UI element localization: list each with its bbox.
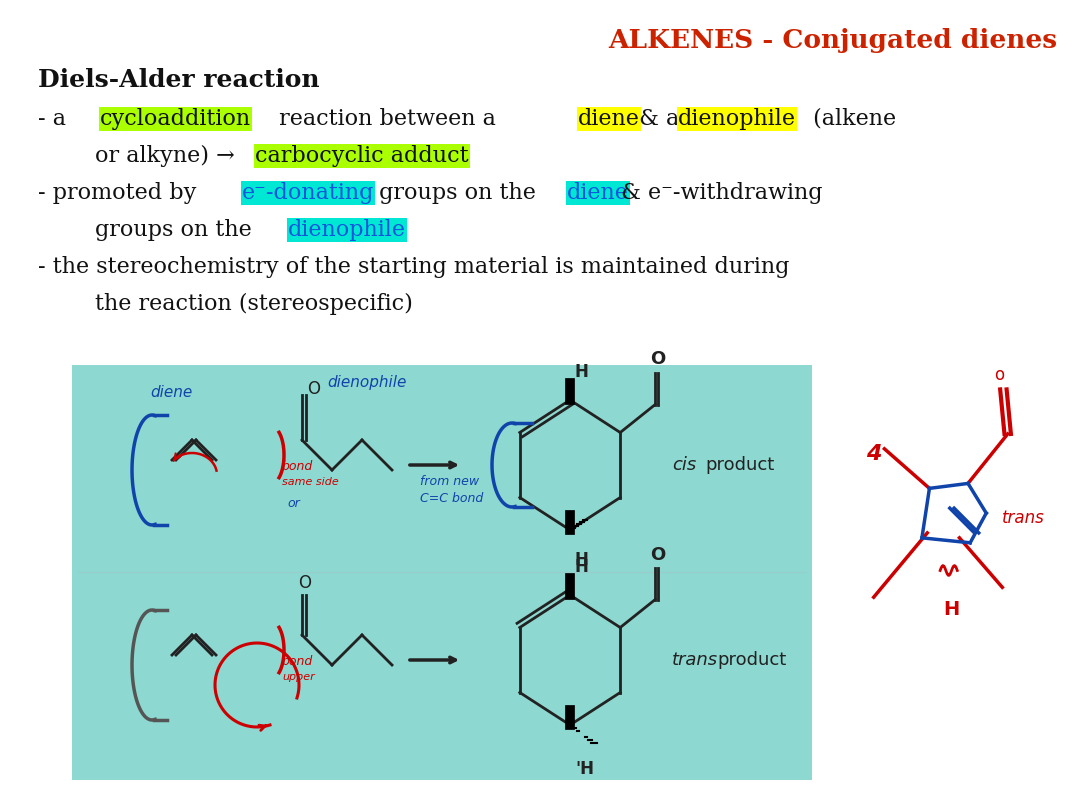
Text: - promoted by: - promoted by <box>38 182 204 204</box>
Text: O: O <box>651 351 666 368</box>
Text: H: H <box>575 558 589 576</box>
Text: O: O <box>307 380 321 398</box>
Text: diene: diene <box>578 108 640 130</box>
Text: C=C bond: C=C bond <box>420 492 483 505</box>
Text: dienophile: dienophile <box>678 108 796 130</box>
Text: e⁻-donating: e⁻-donating <box>242 182 374 204</box>
Text: product: product <box>705 456 774 474</box>
Text: H: H <box>575 551 589 569</box>
Text: cis: cis <box>672 456 696 474</box>
Text: cycloaddition: cycloaddition <box>100 108 251 130</box>
Text: or alkyne) →: or alkyne) → <box>95 145 242 167</box>
Text: bond: bond <box>282 655 313 668</box>
Text: ALKENES - Conjugated dienes: ALKENES - Conjugated dienes <box>608 28 1057 53</box>
Text: 'H: 'H <box>575 760 594 778</box>
Text: diene: diene <box>150 385 192 400</box>
Text: trans: trans <box>672 651 718 669</box>
Text: groups on the: groups on the <box>372 182 544 204</box>
Text: upper: upper <box>282 672 315 682</box>
Text: reaction between a: reaction between a <box>272 108 503 130</box>
Text: & a: & a <box>632 108 686 130</box>
Text: O: O <box>298 574 311 592</box>
Text: the reaction (stereospecific): the reaction (stereospecific) <box>95 293 413 315</box>
Text: carbocyclic adduct: carbocyclic adduct <box>255 145 468 167</box>
Text: or: or <box>287 497 300 510</box>
Text: Diels-Alder reaction: Diels-Alder reaction <box>38 68 319 92</box>
Text: 4: 4 <box>866 444 881 464</box>
Bar <box>72 365 812 780</box>
Text: dienophile: dienophile <box>288 219 406 241</box>
Text: - a: - a <box>38 108 73 130</box>
Text: H: H <box>943 600 959 619</box>
Text: o: o <box>994 367 1003 384</box>
Text: (alkene: (alkene <box>806 108 896 130</box>
Text: O: O <box>651 545 666 563</box>
Text: trans: trans <box>1002 509 1045 527</box>
Text: same side: same side <box>282 477 339 487</box>
Text: H: H <box>575 363 589 381</box>
Text: groups on the: groups on the <box>95 219 258 241</box>
Text: dienophile: dienophile <box>327 375 406 390</box>
Text: product: product <box>717 651 786 669</box>
Text: diene: diene <box>567 182 629 204</box>
Text: from new: from new <box>420 475 479 488</box>
Text: & e⁻-withdrawing: & e⁻-withdrawing <box>614 182 822 204</box>
Text: - the stereochemistry of the starting material is maintained during: - the stereochemistry of the starting ma… <box>38 256 789 278</box>
Text: bond: bond <box>282 460 313 473</box>
